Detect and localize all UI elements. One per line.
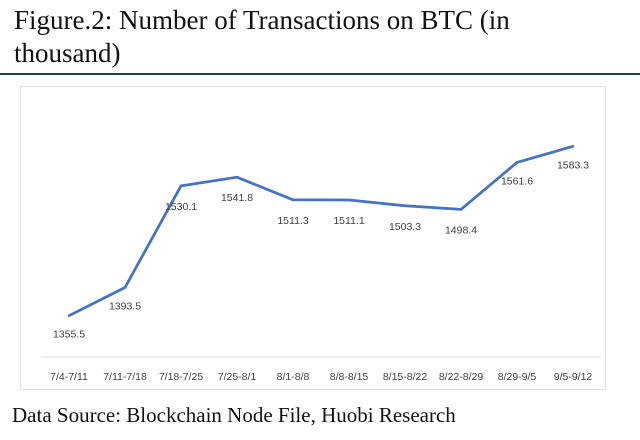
data-point bbox=[291, 198, 295, 202]
data-point bbox=[123, 286, 127, 289]
data-label: 1530.1 bbox=[165, 201, 197, 213]
data-point bbox=[235, 175, 239, 179]
data-label-group: 1355.5 1393.5 1530.1 1541.8 1511.3 1511.1 1503… bbox=[53, 159, 589, 340]
figure-title: Figure.2: Number of Transactions on BTC … bbox=[14, 5, 510, 68]
data-point bbox=[459, 208, 463, 211]
x-tick-label: 8/15-8/22 bbox=[383, 371, 428, 383]
data-label: 1583.3 bbox=[557, 159, 589, 171]
data-point bbox=[403, 204, 407, 207]
data-point bbox=[67, 314, 71, 317]
title-divider bbox=[0, 73, 640, 75]
series-group bbox=[67, 144, 575, 317]
x-tick-label: 8/22-8/29 bbox=[439, 371, 484, 383]
x-tick-label: 7/25-8/1 bbox=[218, 371, 257, 383]
x-tick-label: 8/29-9/5 bbox=[498, 371, 537, 383]
x-tick-label: 8/1-8/8 bbox=[277, 371, 310, 383]
data-label: 1355.5 bbox=[53, 329, 85, 341]
data-point bbox=[347, 198, 351, 202]
data-label: 1541.8 bbox=[221, 192, 253, 204]
x-tick-label: 7/18-7/25 bbox=[159, 371, 204, 383]
line-chart: 1355.5 1393.5 1530.1 1541.8 1511.3 1511.1 1503… bbox=[41, 144, 601, 383]
data-label: 1511.3 bbox=[277, 215, 308, 227]
data-point bbox=[515, 161, 519, 164]
data-label: 1498.4 bbox=[445, 224, 477, 236]
x-tick-label: 9/5-9/12 bbox=[554, 371, 593, 383]
series-line bbox=[68, 144, 574, 317]
chart-container: 1355.5 1393.5 1530.1 1541.8 1511.3 1511.1 1503… bbox=[20, 86, 606, 390]
data-label: 1561.6 bbox=[501, 175, 533, 187]
x-tick-label: 7/4-7/11 bbox=[50, 371, 88, 383]
data-label: 1503.3 bbox=[389, 221, 421, 233]
x-tick-label: 8/8-8/15 bbox=[330, 371, 369, 383]
data-source-note: Data Source: Blockchain Node File, Huobi… bbox=[12, 403, 456, 427]
x-tick-label-group: 7/4-7/11 7/11-7/18 7/18-7/25 7/25-8/1 8/1-8/… bbox=[50, 371, 592, 383]
data-label: 1511.1 bbox=[333, 215, 364, 227]
x-tick-label: 7/11-7/18 bbox=[103, 371, 147, 383]
data-label: 1393.5 bbox=[109, 300, 141, 312]
data-point bbox=[571, 145, 575, 148]
data-point bbox=[179, 184, 183, 188]
